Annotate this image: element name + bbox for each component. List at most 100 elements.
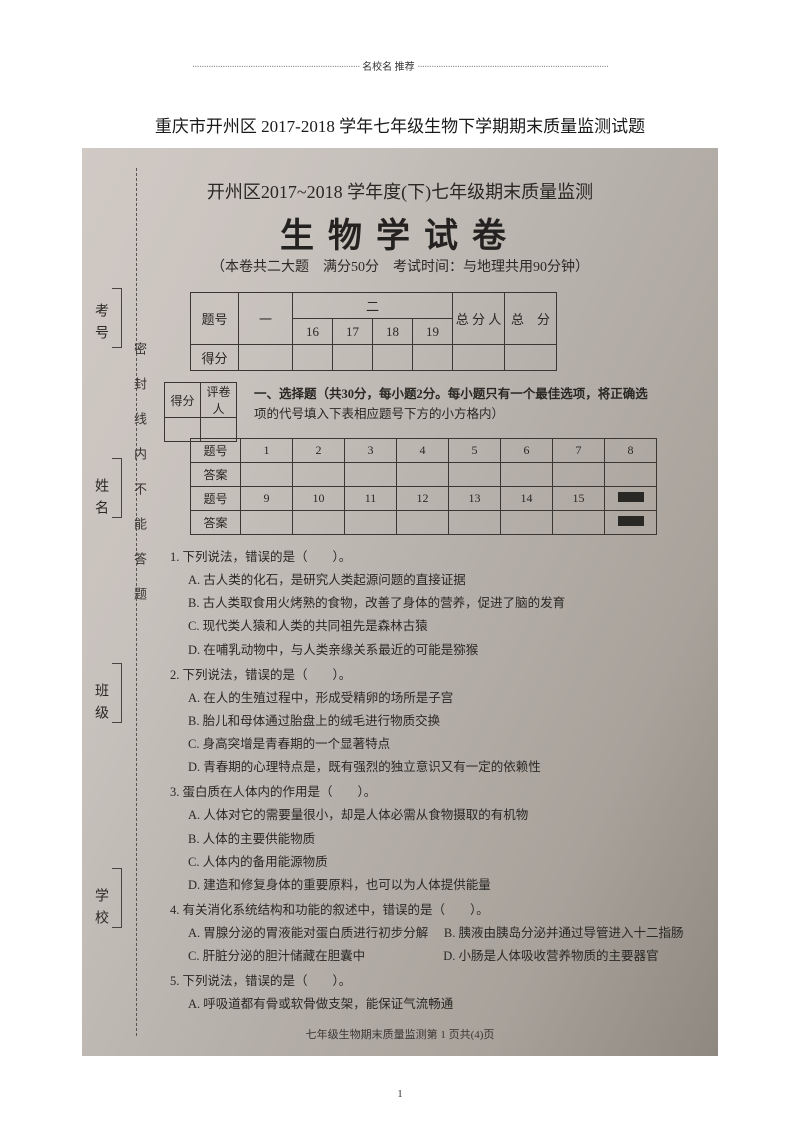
q3-opt-c: C. 人体内的备用能源物质 <box>170 851 688 874</box>
table-cell: 总 分 <box>505 293 557 345</box>
table-cell: 题号 <box>191 487 241 511</box>
q4-opt-c: C. 肝脏分泌的胆汁储藏在胆囊中 <box>188 949 365 963</box>
table-cell <box>501 511 553 535</box>
black-block-icon <box>618 492 644 502</box>
score-summary-table: 题号 一 二 总 分 人 总 分 16 17 18 19 得分 <box>190 292 557 371</box>
q4-opt-b: B. 胰液由胰岛分泌并通过导管进入十二指肠 <box>444 926 684 940</box>
table-cell: 总 分 人 <box>453 293 505 345</box>
brace-icon <box>112 458 122 518</box>
sidebar-name: 姓名 <box>90 478 110 522</box>
answer-grid-table: 题号 1 2 3 4 5 6 7 8 答案 题号 9 10 11 12 13 1… <box>190 438 657 535</box>
table-cell: 6 <box>501 439 553 463</box>
q4-opt-d: D. 小肠是人体吸收营养物质的主要器官 <box>443 949 658 963</box>
table-cell: 15 <box>553 487 605 511</box>
table-cell: 12 <box>397 487 449 511</box>
table-cell: 一 <box>239 293 293 345</box>
q3-opt-d: D. 建造和修复身体的重要原料，也可以为人体提供能量 <box>170 874 688 897</box>
q4-opt-a: A. 胃腺分泌的胃液能对蛋白质进行初步分解 <box>188 926 428 940</box>
table-cell <box>553 463 605 487</box>
table-cell <box>345 511 397 535</box>
sidebar-class: 班级 <box>90 683 110 727</box>
table-cell <box>333 345 373 371</box>
section-line2: 项的代号填入下表相应题号下方的小方格内） <box>254 407 504 421</box>
q3-opt-b: B. 人体的主要供能物质 <box>170 828 688 851</box>
table-cell <box>505 345 557 371</box>
q4-stem: 4. 有关消化系统结构和功能的叙述中，错误的是（ ）。 <box>170 903 489 917</box>
questions-block: 1. 下列说法，错误的是（ ）。 A. 古人类的化石，是研究人类起源问题的直接证… <box>170 546 688 1019</box>
q1-opt-b: B. 古人类取食用火烤熟的食物，改善了身体的营养，促进了脑的发育 <box>170 592 688 615</box>
table-cell <box>373 345 413 371</box>
table-cell: 5 <box>449 439 501 463</box>
sidebar-exam-number: 考号 <box>90 303 110 347</box>
section-line1: 一、选择题（共30分，每小题2分。每小题只有一个最佳选项，将正确选 <box>254 387 648 401</box>
table-cell <box>605 511 657 535</box>
table-cell <box>293 463 345 487</box>
q4-row2: C. 肝脏分泌的胆汁储藏在胆囊中 D. 小肠是人体吸收营养物质的主要器官 <box>170 945 688 968</box>
table-cell: 2 <box>293 439 345 463</box>
q1-stem: 1. 下列说法，错误的是（ ）。 <box>170 550 351 564</box>
table-cell <box>605 487 657 511</box>
exam-paper-photo: 开州区2017~2018 学年度(下)七年级期末质量监测 生物学试卷 （本卷共二… <box>82 148 718 1056</box>
table-cell: 得分 <box>191 345 239 371</box>
table-cell: 11 <box>345 487 397 511</box>
brace-icon <box>112 288 122 348</box>
q3-opt-a: A. 人体对它的需要量很小，却是人体必需从食物摄取的有机物 <box>170 804 688 827</box>
q2-opt-a: A. 在人的生殖过程中，形成受精卵的场所是子宫 <box>170 687 688 710</box>
paper-header: 开州区2017~2018 学年度(下)七年级期末质量监测 <box>82 178 718 204</box>
question-1: 1. 下列说法，错误的是（ ）。 A. 古人类的化石，是研究人类起源问题的直接证… <box>170 546 688 662</box>
table-cell <box>413 345 453 371</box>
sidebar-school: 学校 <box>90 888 110 932</box>
q2-opt-c: C. 身高突增是青春期的一个显著特点 <box>170 733 688 756</box>
question-4: 4. 有关消化系统结构和功能的叙述中，错误的是（ ）。 A. 胃腺分泌的胃液能对… <box>170 899 688 968</box>
table-cell <box>241 463 293 487</box>
table-cell <box>241 511 293 535</box>
table-cell: 答案 <box>191 463 241 487</box>
q1-opt-c: C. 现代类人猿和人类的共同祖先是森林古猿 <box>170 615 688 638</box>
seal-line-text: 密封线内不能答题 <box>130 338 149 626</box>
table-cell: 19 <box>413 319 453 345</box>
paper-title: 生物学试卷 <box>82 208 718 257</box>
table-cell: 17 <box>333 319 373 345</box>
brace-icon <box>112 868 122 928</box>
table-cell: 1 <box>241 439 293 463</box>
table-cell: 13 <box>449 487 501 511</box>
page-number: 1 <box>0 1088 800 1100</box>
document-title: 重庆市开州区 2017-2018 学年七年级生物下学期期末质量监测试题 <box>0 112 800 137</box>
q2-opt-b: B. 胎儿和母体通过胎盘上的绒毛进行物质交换 <box>170 710 688 733</box>
table-cell: 评卷人 <box>201 383 237 418</box>
table-cell <box>453 345 505 371</box>
table-cell: 答案 <box>191 511 241 535</box>
question-3: 3. 蛋白质在人体内的作用是（ ）。 A. 人体对它的需要量很小，却是人体必需从… <box>170 781 688 897</box>
table-cell: 8 <box>605 439 657 463</box>
paper-subtitle: （本卷共二大题 满分50分 考试时间：与地理共用90分钟） <box>82 256 718 276</box>
q2-opt-d: D. 青春期的心理特点是，既有强烈的独立意识又有一定的依赖性 <box>170 756 688 779</box>
table-cell <box>345 463 397 487</box>
q1-opt-d: D. 在哺乳动物中，与人类亲缘关系最近的可能是猕猴 <box>170 639 688 662</box>
q3-stem: 3. 蛋白质在人体内的作用是（ ）。 <box>170 785 376 799</box>
black-block-icon <box>618 516 644 526</box>
table-cell <box>239 345 293 371</box>
q4-row1: A. 胃腺分泌的胃液能对蛋白质进行初步分解 B. 胰液由胰岛分泌并通过导管进入十… <box>170 922 688 945</box>
table-cell: 得分 <box>165 383 201 418</box>
mini-score-table: 得分 评卷人 <box>164 382 237 442</box>
table-cell: 4 <box>397 439 449 463</box>
table-cell <box>501 463 553 487</box>
table-cell: 14 <box>501 487 553 511</box>
table-cell: 10 <box>293 487 345 511</box>
table-cell <box>449 463 501 487</box>
table-cell: 题号 <box>191 439 241 463</box>
table-cell <box>605 463 657 487</box>
table-cell: 题号 <box>191 293 239 345</box>
table-cell: 16 <box>293 319 333 345</box>
q2-stem: 2. 下列说法，错误的是（ ）。 <box>170 668 351 682</box>
header-label: 名校名 推荐 <box>362 62 415 73</box>
q5-stem: 5. 下列说法，错误的是（ ）。 <box>170 974 351 988</box>
header-dots-left: ········································… <box>192 62 360 73</box>
table-cell <box>449 511 501 535</box>
paper-footer: 七年级生物期末质量监测第 1 页共(4)页 <box>82 1026 718 1042</box>
table-cell <box>293 511 345 535</box>
question-2: 2. 下列说法，错误的是（ ）。 A. 在人的生殖过程中，形成受精卵的场所是子宫… <box>170 664 688 780</box>
q5-opt-a: A. 呼吸道都有骨或软骨做支架，能保证气流畅通 <box>170 993 688 1016</box>
table-cell <box>397 511 449 535</box>
section-title: 一、选择题（共30分，每小题2分。每小题只有一个最佳选项，将正确选 <box>254 387 648 401</box>
